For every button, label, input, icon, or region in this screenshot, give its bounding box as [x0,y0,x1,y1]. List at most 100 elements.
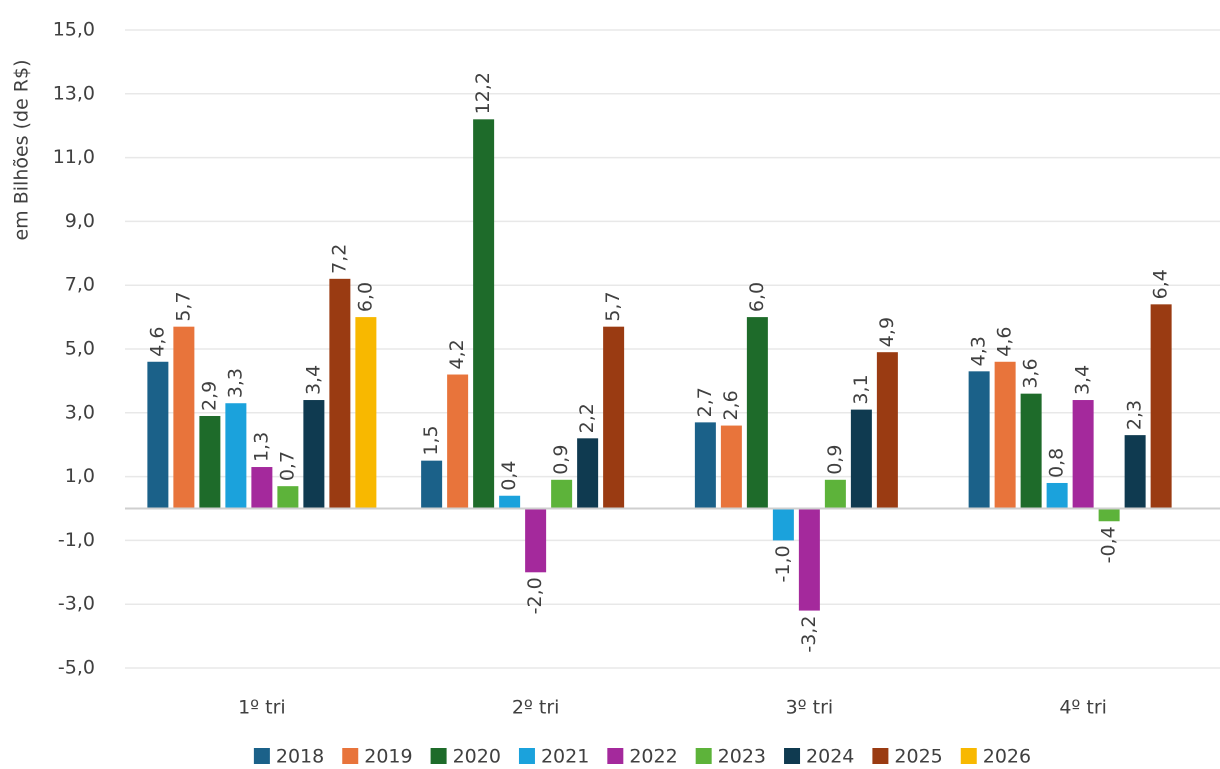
legend-swatch [960,748,977,764]
legend-label: 2022 [629,746,677,768]
y-tick-label: 7,0 [65,274,95,296]
bar [1072,400,1094,509]
bar [525,508,547,573]
legend-swatch [253,748,270,764]
value-label: 1,3 [250,432,272,462]
legend-label: 2020 [453,746,501,768]
bar [968,371,990,509]
y-tick-label: 5,0 [65,338,95,360]
value-label: 0,4 [498,461,520,491]
value-label: -2,0 [524,577,546,614]
bar [1020,393,1042,509]
bar [1046,482,1068,509]
bar [746,317,768,509]
legend-swatch [342,748,359,764]
bar [355,317,377,509]
value-label: 1,5 [420,425,442,455]
y-tick-label: -1,0 [58,529,95,551]
bar [551,479,573,509]
legend-swatch [784,748,801,764]
value-label: 0,9 [550,445,572,475]
value-label: 7,2 [328,244,350,274]
legend-label: 2026 [983,746,1031,768]
bar [329,278,351,509]
legend-swatch [872,748,889,764]
bar [173,326,195,509]
value-label: 2,3 [1124,400,1146,430]
value-label: -3,2 [798,616,820,653]
value-label: -0,4 [1098,526,1120,563]
y-tick-label: 1,0 [65,465,95,487]
bar [1150,304,1172,509]
value-label: 3,6 [1020,358,1042,388]
value-label: 3,4 [302,365,324,395]
value-label: 3,4 [1072,365,1094,395]
value-label: 2,7 [694,387,716,417]
bar [251,467,273,509]
legend-swatch [518,748,535,764]
x-tick-label: 1º tri [238,697,286,719]
value-label: 3,1 [850,374,872,404]
bar [199,415,221,509]
bar [225,403,247,509]
value-label: 6,4 [1150,269,1172,299]
value-label: 2,9 [198,381,220,411]
bar [1124,435,1146,509]
legend-label: 2021 [541,746,589,768]
y-tick-label: -3,0 [58,593,95,615]
value-label: -1,0 [772,545,794,582]
value-label: 4,6 [146,327,168,357]
legend-label: 2024 [806,746,854,768]
y-tick-label: -5,0 [58,657,95,679]
legend-label: 2025 [894,746,942,768]
legend-swatch [430,748,447,764]
legend-swatch [607,748,624,764]
bar [850,409,872,509]
value-label: 2,6 [720,390,742,420]
value-label: 6,0 [354,282,376,312]
bar [603,326,625,509]
bar [303,400,325,509]
bar [473,119,495,509]
bar [876,352,898,509]
value-label: 0,8 [1046,448,1068,478]
bar [694,422,716,509]
bar [824,479,846,509]
y-tick-label: 13,0 [53,82,95,104]
y-tick-label: 11,0 [53,146,95,168]
bar [447,374,469,509]
value-label: 2,2 [576,403,598,433]
legend-label: 2019 [364,746,412,768]
value-label: 4,9 [876,317,898,347]
bar [147,361,169,509]
value-label: 5,7 [602,291,624,321]
x-tick-label: 4º tri [1059,697,1107,719]
x-tick-label: 2º tri [512,697,560,719]
bar [1098,508,1120,522]
bar [720,425,742,509]
y-axis-label: em Bilhões (de R$) [11,59,33,240]
legend-swatch [695,748,712,764]
value-label: 4,2 [446,339,468,369]
value-label: 0,9 [824,445,846,475]
bar [772,508,794,541]
value-label: 4,6 [994,327,1016,357]
y-tick-label: 9,0 [65,210,95,232]
value-label: 12,2 [472,72,494,114]
value-label: 4,3 [968,336,990,366]
x-tick-label: 3º tri [786,697,834,719]
y-tick-label: 3,0 [65,401,95,423]
y-tick-label: 15,0 [53,19,95,41]
bar [577,438,599,509]
legend-label: 2018 [276,746,324,768]
bar [277,486,299,509]
value-label: 3,3 [224,368,246,398]
bar [798,508,820,611]
bar [421,460,443,509]
value-label: 5,7 [172,291,194,321]
bar [499,495,521,509]
value-label: 6,0 [746,282,768,312]
legend-label: 2023 [718,746,766,768]
value-label: 0,7 [276,451,298,481]
